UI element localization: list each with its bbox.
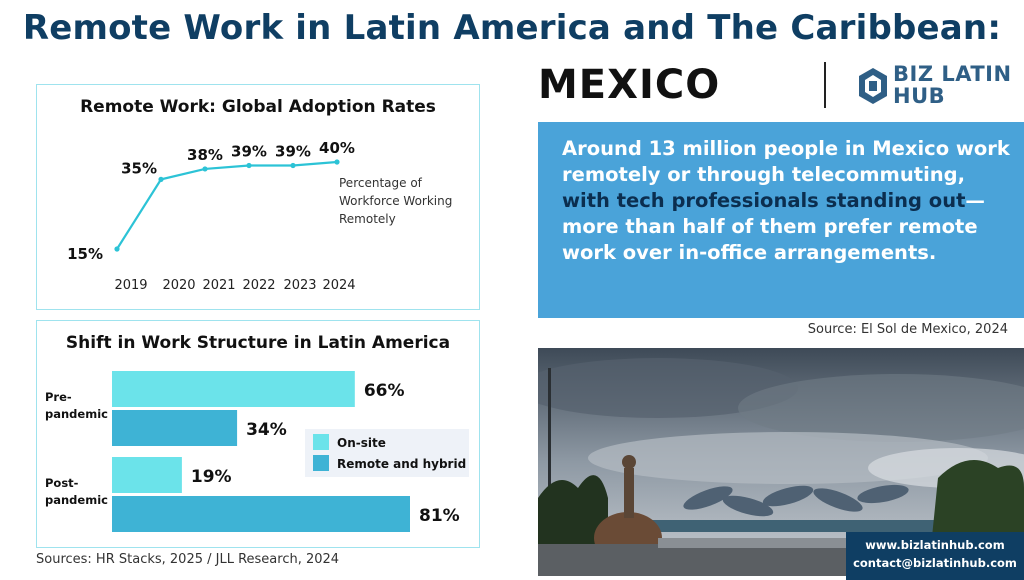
adoption-point [114, 246, 120, 252]
highlight-text-part1: Around 13 million people in Mexico work … [562, 137, 1010, 186]
adoption-chart-panel: Remote Work: Global Adoption Rates 15% 35… [36, 84, 480, 310]
adoption-data-label: 39% [231, 142, 267, 160]
adoption-data-label: 40% [319, 139, 355, 157]
contact-email[interactable]: contact@bizlatinhub.com [853, 556, 1017, 570]
adoption-annotation: Percentage of [339, 176, 423, 190]
adoption-x-tick: 2019 [114, 278, 147, 293]
adoption-point [246, 162, 252, 169]
work-structure-data-label: 19% [191, 467, 232, 487]
adoption-x-tick: 2023 [283, 278, 316, 293]
adoption-x-tick: 2024 [322, 278, 355, 293]
work-structure-group-label: Pre- [45, 390, 72, 404]
work-structure-data-label: 66% [364, 381, 405, 401]
country-heading: MEXICO [538, 62, 721, 108]
legend-label: Remote and hybrid [337, 457, 466, 471]
adoption-data-label: 38% [187, 146, 223, 164]
adoption-x-tick: 2021 [202, 278, 235, 293]
bizlatinhub-logo-icon [859, 68, 887, 104]
work-structure-data-label: 81% [419, 506, 460, 526]
work-structure-group-label: pandemic [45, 407, 108, 421]
work-structure-data-label: 34% [246, 420, 287, 440]
adoption-x-tick: 2020 [162, 278, 195, 293]
highlight-text-part2: —more than half of them prefer remote wo… [562, 189, 985, 264]
highlight-text-emphasis: with tech professionals standing out [562, 189, 966, 212]
adoption-series-line [116, 160, 338, 250]
adoption-point [202, 166, 208, 172]
adoption-point [290, 162, 296, 169]
logo-text-line2: HUB [893, 84, 946, 108]
work-structure-bar [112, 410, 238, 446]
logo-text-line1: BIZ LATIN [893, 62, 1012, 86]
legend-label: On-site [337, 436, 386, 450]
highlight-text: Around 13 million people in Mexico work … [562, 136, 1012, 266]
adoption-chart-title: Remote Work: Global Adoption Rates [80, 97, 436, 117]
header-divider [824, 62, 826, 108]
work-structure-chart-panel: Shift in Work Structure in Latin America… [36, 320, 480, 548]
work-structure-bar-chart: Shift in Work Structure in Latin America… [45, 333, 469, 532]
adoption-data-label: 15% [67, 245, 103, 263]
adoption-point [158, 176, 164, 182]
legend-swatch [313, 434, 329, 450]
highlight-source: Source: El Sol de Mexico, 2024 [807, 322, 1008, 337]
work-structure-chart-title: Shift in Work Structure in Latin America [66, 333, 450, 353]
adoption-annotation: Remotely [339, 212, 396, 226]
page-title: Remote Work in Latin America and The Car… [22, 8, 1002, 48]
adoption-annotation: Workforce Working [339, 194, 452, 208]
adoption-line-chart: Remote Work: Global Adoption Rates 15% 35… [67, 97, 452, 293]
work-structure-group-label: Post- [45, 476, 79, 490]
work-structure-bar [112, 371, 355, 407]
work-structure-legend [305, 429, 469, 477]
work-structure-group-label: pandemic [45, 493, 108, 507]
adoption-point [334, 159, 340, 165]
highlight-box [538, 122, 1024, 318]
adoption-data-label: 39% [275, 142, 311, 160]
sources-note: Sources: HR Stacks, 2025 / JLL Research,… [36, 552, 340, 567]
adoption-x-tick: 2022 [242, 278, 275, 293]
work-structure-bar [112, 496, 410, 532]
legend-swatch [313, 455, 329, 471]
contact-website[interactable]: www.bizlatinhub.com [865, 538, 1005, 552]
work-structure-bar [112, 457, 182, 493]
adoption-data-label: 35% [121, 159, 157, 177]
contact-box: www.bizlatinhub.com contact@bizlatinhub.… [846, 532, 1024, 580]
